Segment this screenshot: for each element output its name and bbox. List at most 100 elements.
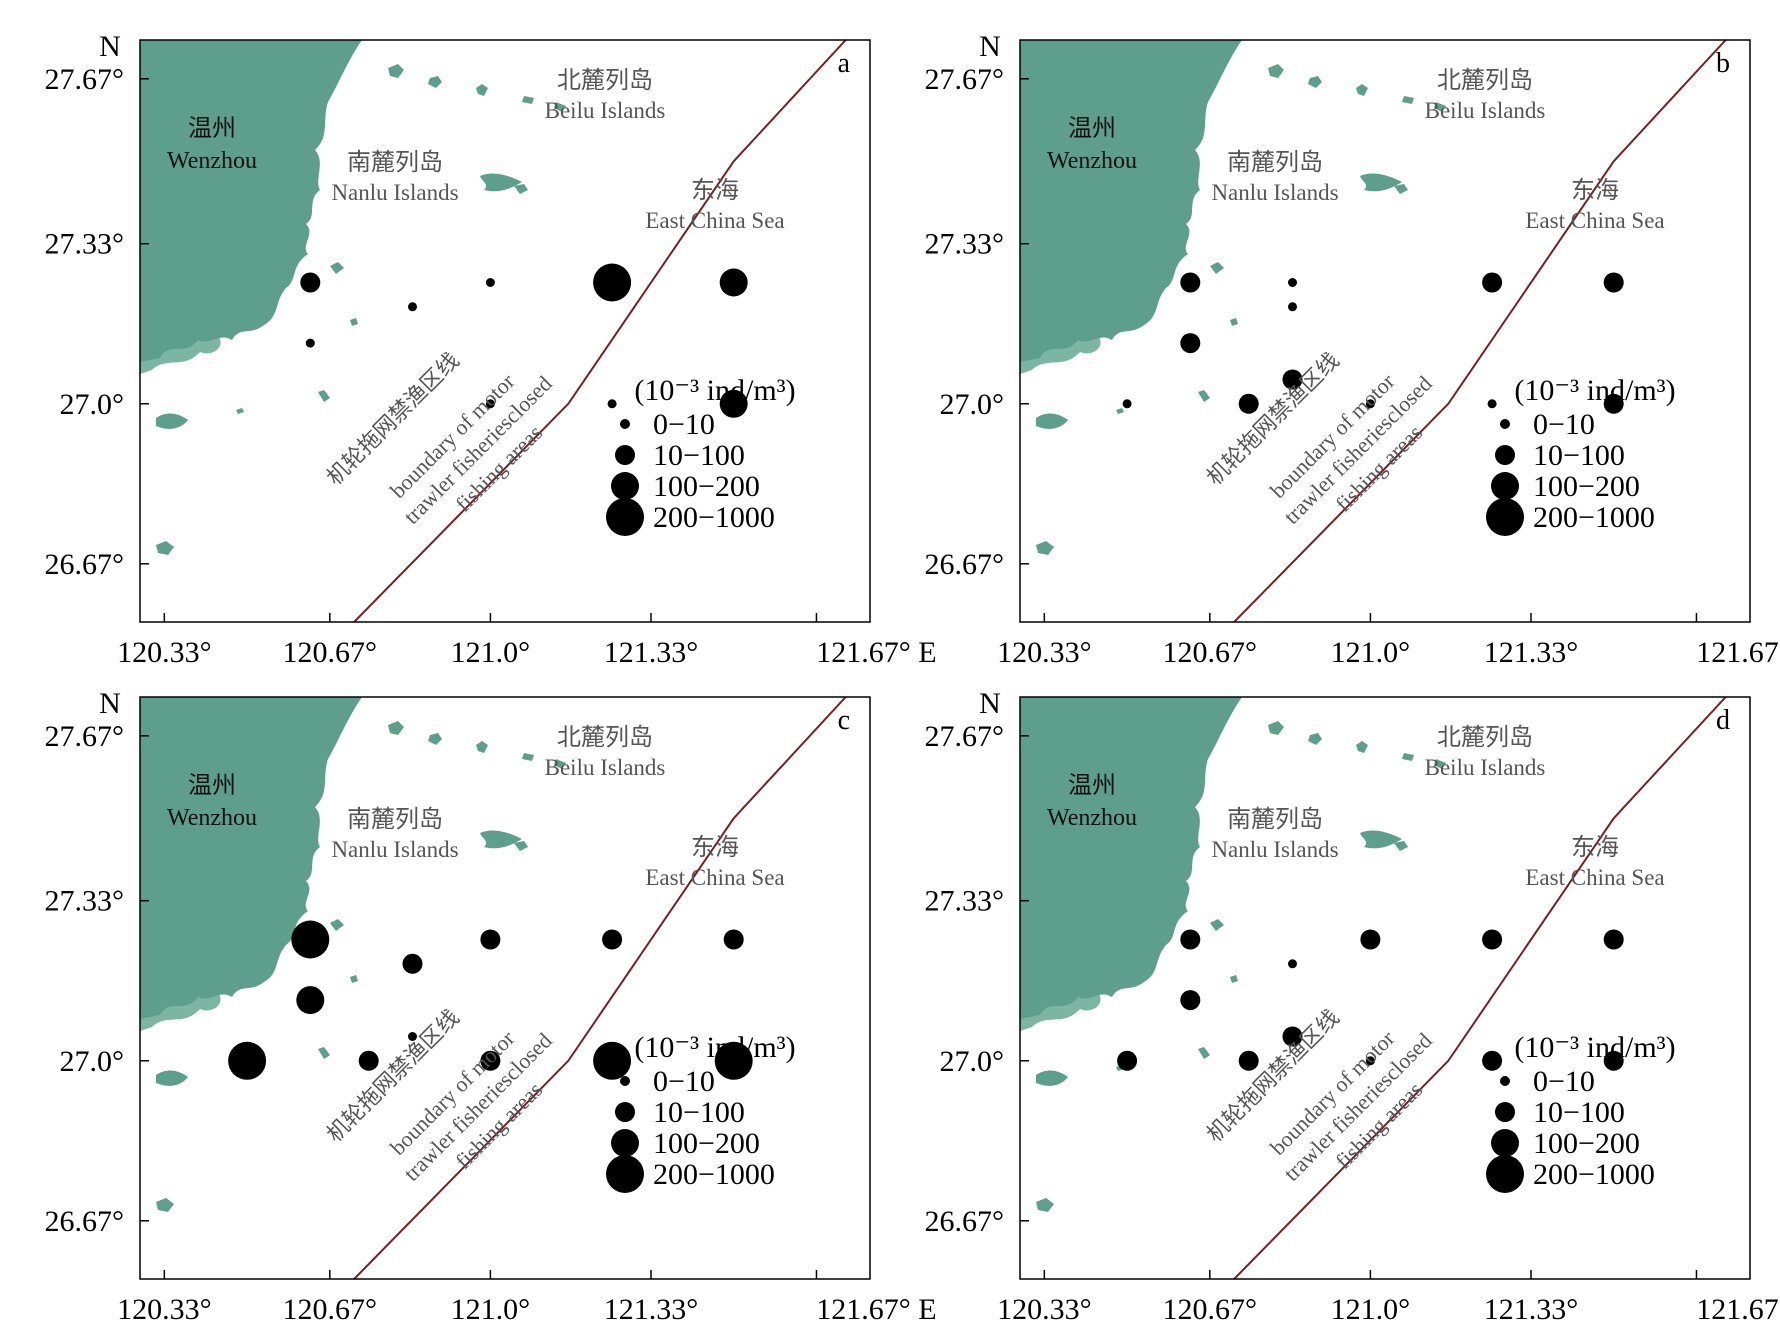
map-area xyxy=(1020,697,1750,1279)
station-marker xyxy=(593,263,632,302)
mainland-wenzhou xyxy=(1020,40,1242,362)
sea-label-cn: 东海 xyxy=(691,176,739,204)
sea-label-en: East China Sea xyxy=(1525,208,1664,233)
island xyxy=(1210,262,1224,274)
nanlu-label-en: Nanlu Islands xyxy=(331,180,458,205)
fishing-boundary-line xyxy=(1233,40,1727,622)
beilu-label-en: Beilu Islands xyxy=(1425,755,1546,780)
map-panel-d: 27.67° 27.33° 27.0° 26.67° 120.33° 120.67° 121… xyxy=(925,687,1780,1326)
lon-tick-label: 120.33° xyxy=(117,1293,212,1326)
island xyxy=(480,173,522,192)
station-marker xyxy=(1122,399,1132,409)
island xyxy=(156,1198,174,1212)
station-marker xyxy=(296,986,325,1015)
station-marker xyxy=(1282,369,1303,390)
sea-label-en: East China Sea xyxy=(645,865,784,890)
map-panel-c: 27.67° 27.33° 27.0° 26.67° 120.33° 120.67° 121… xyxy=(45,687,937,1326)
beilu-label-cn: 北麓列岛 xyxy=(1437,723,1533,751)
station-marker xyxy=(593,1041,632,1080)
island xyxy=(1268,721,1284,735)
island xyxy=(1402,753,1414,761)
legend-symbol xyxy=(1500,419,1510,429)
fishing-boundary-line xyxy=(353,40,847,622)
lon-tick-label: 120.33° xyxy=(997,636,1092,669)
island xyxy=(522,96,534,104)
station-marker xyxy=(291,920,330,959)
nanlu-label-cn: 南麓列岛 xyxy=(1227,148,1323,176)
legend-label: 100−200 xyxy=(1533,1127,1640,1160)
station-marker xyxy=(1487,399,1497,409)
station-marker xyxy=(602,929,623,950)
lon-tick-label: 121.67° E xyxy=(816,1293,936,1326)
station-marker xyxy=(1180,929,1201,950)
legend-symbol xyxy=(620,419,630,429)
lon-tick-label: 120.67° xyxy=(1163,636,1258,669)
station-marker xyxy=(485,399,495,409)
island xyxy=(1394,184,1408,194)
north-label: N xyxy=(99,687,121,720)
station-marker xyxy=(358,1050,379,1071)
mainland-wenzhou xyxy=(140,40,362,362)
island xyxy=(522,753,534,761)
legend-unit: (10⁻³ ind/m³) xyxy=(634,374,795,407)
station-marker xyxy=(1603,272,1624,293)
station-marker xyxy=(228,1041,267,1080)
lat-tick-label: 27.67° xyxy=(925,63,1005,96)
legend-label: 200−1000 xyxy=(653,1158,775,1191)
lon-tick-label: 120.33° xyxy=(997,1293,1092,1326)
map-panel-a: 27.67° 27.33° 27.0° 26.67° 120.33° 120.67° 121… xyxy=(45,30,937,669)
station-marker xyxy=(723,929,744,950)
beilu-label-cn: 北麓列岛 xyxy=(1437,66,1533,94)
island xyxy=(1198,1047,1210,1059)
map-frame xyxy=(139,39,871,623)
station-marker xyxy=(1482,929,1503,950)
island xyxy=(428,76,442,88)
island xyxy=(388,721,404,735)
legend-label: 10−100 xyxy=(1533,1096,1625,1129)
mainland-wenzhou xyxy=(1020,697,1242,1019)
map-area xyxy=(140,40,870,622)
wenzhou-label-cn: 温州 xyxy=(188,771,236,799)
lat-tick-label: 26.67° xyxy=(925,548,1005,581)
station-marker xyxy=(1282,1026,1303,1047)
station-marker xyxy=(305,338,315,348)
sea-label-en: East China Sea xyxy=(645,208,784,233)
lat-tick-label: 27.67° xyxy=(45,720,125,753)
island xyxy=(388,64,404,78)
map-panel-b: 27.67° 27.33° 27.0° 26.67° 120.33° 120.67° 121… xyxy=(925,30,1780,669)
legend-label: 10−100 xyxy=(653,439,745,472)
legend-symbol xyxy=(1500,1076,1510,1086)
station-marker xyxy=(1365,1056,1375,1066)
mainland-wenzhou xyxy=(140,697,362,1019)
legend-symbol xyxy=(1491,472,1519,500)
lat-tick-label: 27.33° xyxy=(45,228,125,261)
nanlu-label-cn: 南麓列岛 xyxy=(347,805,443,833)
island xyxy=(514,184,528,194)
legend-symbol xyxy=(611,472,639,500)
legend-symbol xyxy=(1495,1102,1515,1122)
station-marker xyxy=(607,399,617,409)
lon-tick-label: 121.33° xyxy=(604,636,699,669)
lat-tick-label: 27.33° xyxy=(925,885,1005,918)
lat-tick-label: 26.67° xyxy=(925,1205,1005,1238)
station-marker xyxy=(408,1032,417,1041)
panel-letter: a xyxy=(838,48,851,79)
lon-tick-label: 121.0° xyxy=(1331,636,1411,669)
island xyxy=(350,318,358,326)
island xyxy=(156,413,188,429)
island xyxy=(1210,919,1224,931)
island xyxy=(1308,733,1322,745)
island xyxy=(1308,76,1322,88)
lon-tick-label: 121.0° xyxy=(451,636,531,669)
lon-tick-label: 121.33° xyxy=(1484,1293,1579,1326)
sea-label-cn: 东海 xyxy=(1571,833,1619,861)
station-marker xyxy=(408,302,417,312)
station-marker xyxy=(1360,929,1381,950)
legend-symbol xyxy=(615,445,635,465)
legend-label: 100−200 xyxy=(1533,470,1640,503)
nanlu-label-cn: 南麓列岛 xyxy=(1227,805,1323,833)
island xyxy=(1394,841,1408,851)
legend-symbol xyxy=(606,498,644,536)
